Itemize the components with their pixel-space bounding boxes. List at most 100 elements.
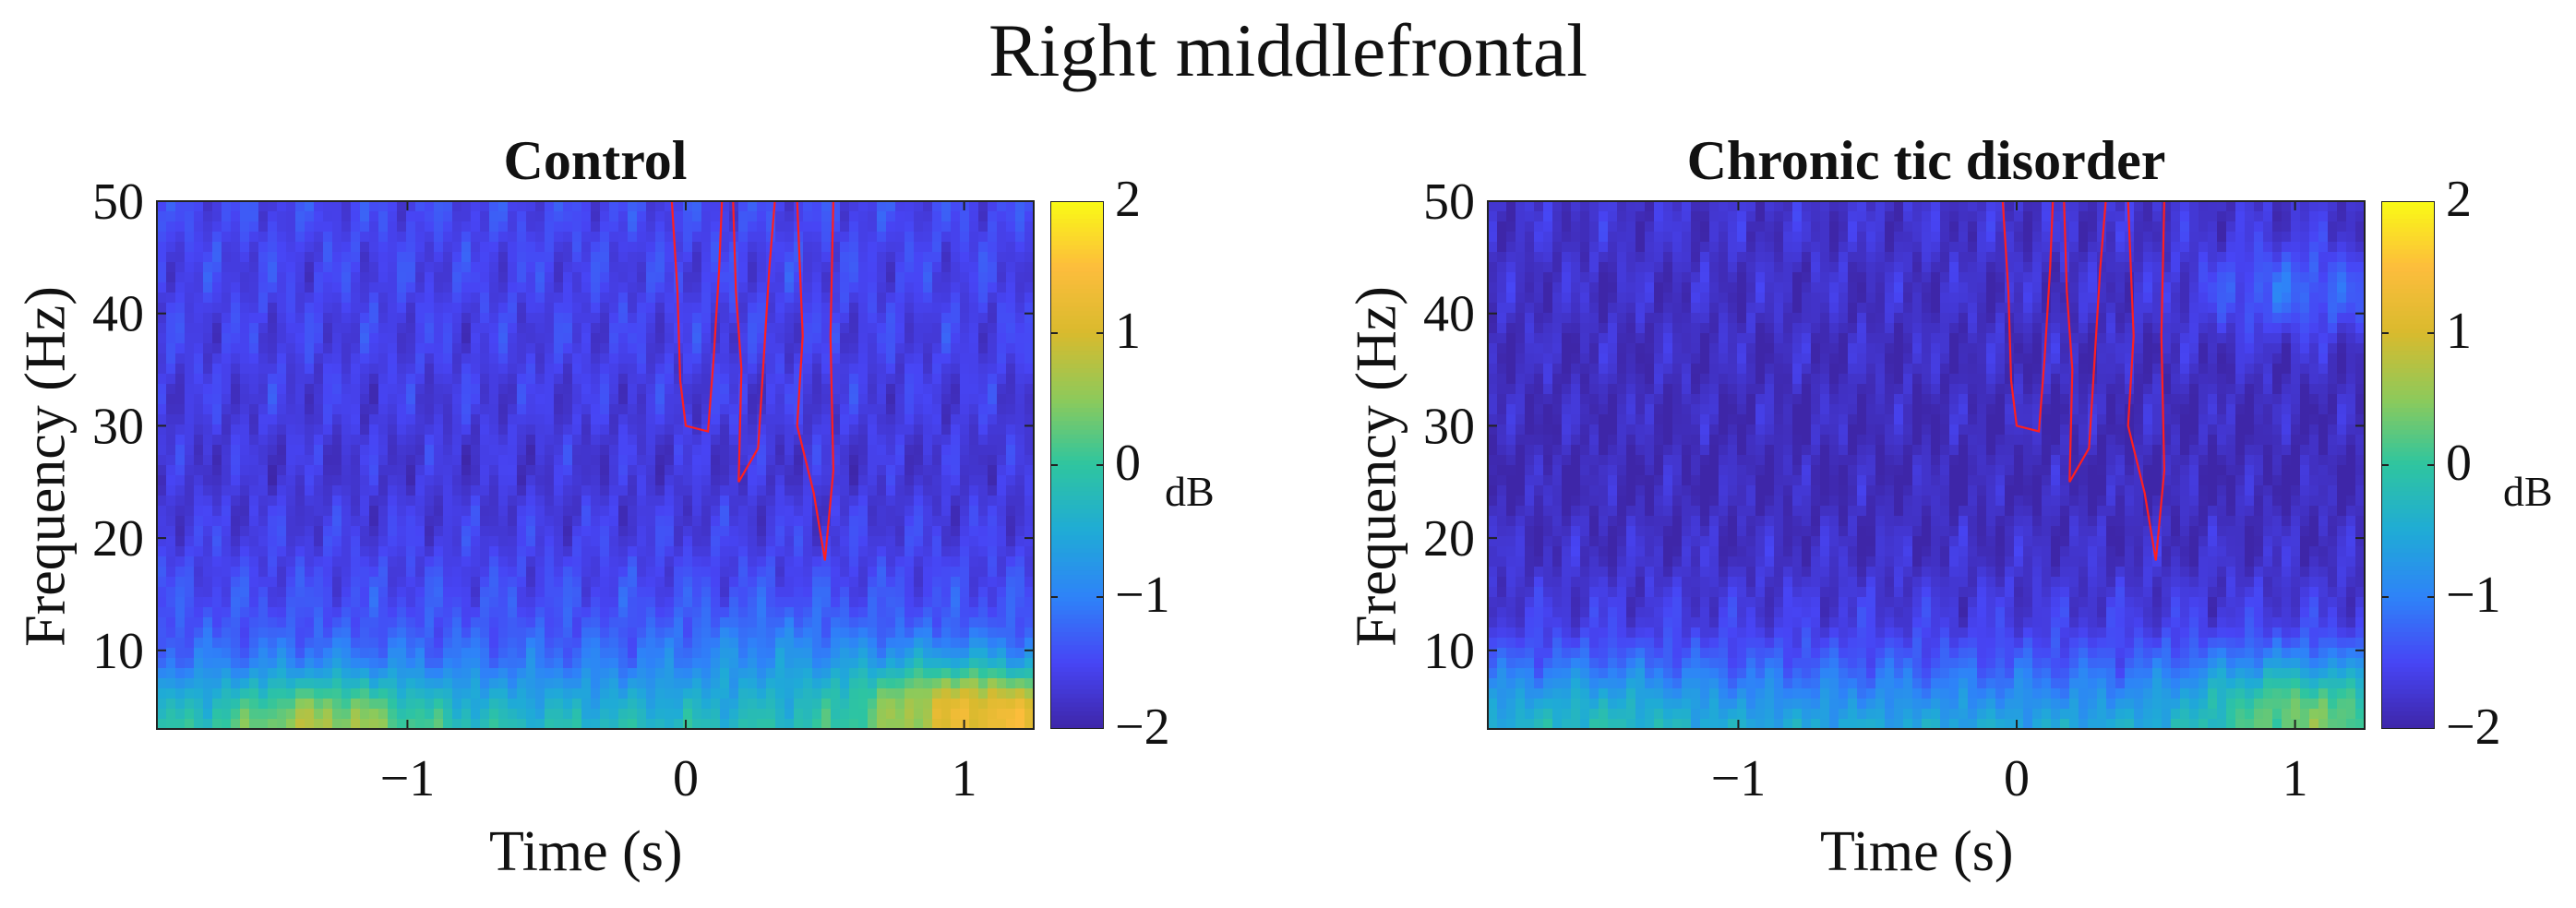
heatmap-cell — [600, 445, 610, 456]
heatmap-cell — [969, 201, 979, 212]
heatmap-cell — [738, 221, 749, 233]
heatmap-cell — [535, 262, 545, 273]
heatmap-cell — [609, 201, 619, 212]
heatmap-cell — [240, 201, 250, 212]
heatmap-cell — [655, 485, 665, 496]
heatmap-cell — [231, 374, 241, 385]
heatmap-cell — [175, 607, 186, 618]
heatmap-cell — [295, 719, 306, 730]
heatmap-cell — [397, 414, 407, 425]
heatmap-cell — [932, 303, 942, 314]
heatmap-cell — [711, 658, 721, 669]
heatmap-cell — [332, 232, 342, 243]
heatmap-cell — [517, 709, 527, 720]
heatmap-cell — [268, 252, 278, 263]
heatmap-cell — [812, 719, 822, 730]
heatmap-cell — [388, 394, 398, 405]
heatmap-cell — [249, 242, 259, 253]
heatmap-cell — [711, 567, 721, 578]
heatmap-cell — [554, 414, 564, 425]
heatmap-cell — [674, 638, 684, 649]
heatmap-cell — [231, 496, 241, 507]
heatmap-cell — [166, 364, 176, 375]
heatmap-cell — [831, 384, 841, 395]
heatmap-cell — [535, 211, 545, 222]
heatmap-cell — [434, 303, 444, 314]
heatmap-cell — [914, 638, 924, 649]
heatmap-cell — [766, 404, 776, 415]
heatmap-cell — [738, 699, 749, 710]
heatmap-cell — [471, 282, 481, 293]
heatmap-cell — [157, 719, 167, 730]
heatmap-cell — [194, 201, 204, 212]
heatmap-cell — [840, 211, 850, 222]
heatmap-cell — [443, 546, 453, 557]
heatmap-cell — [738, 607, 749, 618]
heatmap-cell — [849, 526, 859, 537]
heatmap-cell — [997, 648, 1007, 659]
heatmap-cell — [914, 475, 924, 486]
heatmap-cell — [886, 648, 896, 659]
heatmap-cell — [877, 303, 887, 314]
heatmap-cell — [508, 688, 518, 699]
heatmap-cell — [332, 272, 342, 283]
heatmap-cell — [498, 374, 509, 385]
heatmap-cell — [295, 221, 306, 233]
heatmap-cell — [185, 627, 195, 639]
heatmap-cell — [397, 333, 407, 344]
heatmap-cell — [240, 577, 250, 588]
heatmap-cell — [388, 627, 398, 639]
heatmap-cell — [988, 414, 998, 425]
heatmap-cell — [748, 688, 758, 699]
heatmap-cell — [489, 353, 499, 364]
heatmap-cell — [203, 414, 213, 425]
heatmap-cell — [554, 384, 564, 395]
heatmap-cell — [425, 242, 435, 253]
heatmap-cell — [628, 272, 638, 283]
heatmap-cell — [388, 435, 398, 446]
heatmap-cell — [738, 374, 749, 385]
heatmap-cell — [1006, 374, 1016, 385]
heatmap-cell — [295, 658, 306, 669]
heatmap-cell — [1015, 546, 1025, 557]
heatmap-cell — [591, 333, 601, 344]
heatmap-cell — [895, 617, 905, 628]
heatmap-cell — [665, 455, 675, 466]
heatmap-cell — [166, 353, 176, 364]
heatmap-cell — [351, 414, 361, 425]
heatmap-cell — [425, 252, 435, 263]
heatmap-cell — [914, 546, 924, 557]
heatmap-cell — [905, 221, 915, 233]
heatmap-cell — [914, 485, 924, 496]
heatmap-cell — [692, 709, 702, 720]
heatmap-cell — [222, 221, 232, 233]
heatmap-cell — [1024, 353, 1035, 364]
heatmap-cell — [821, 394, 832, 405]
heatmap-cell — [581, 475, 592, 486]
heatmap-cell — [720, 516, 730, 527]
heatmap-cell — [249, 567, 259, 578]
heatmap-cell — [1015, 526, 1025, 537]
heatmap-cell — [194, 384, 204, 395]
heatmap-cell — [314, 546, 324, 557]
heatmap-cell — [415, 526, 425, 537]
colorbar-segment — [1050, 293, 1104, 299]
heatmap-cell — [240, 435, 250, 446]
heatmap-cell — [489, 465, 499, 476]
heatmap-cell — [286, 567, 296, 578]
heatmap-cell — [951, 343, 961, 354]
heatmap-cell — [341, 617, 352, 628]
heatmap-cell — [748, 262, 758, 273]
heatmap-cell — [849, 648, 859, 659]
heatmap-cell — [618, 668, 629, 679]
heatmap-cell — [517, 221, 527, 233]
heatmap-cell — [923, 506, 933, 517]
heatmap-cell — [720, 353, 730, 364]
heatmap-cell — [185, 719, 195, 730]
heatmap-cell — [997, 485, 1007, 496]
heatmap-cell — [397, 709, 407, 720]
heatmap-cell — [738, 414, 749, 425]
heatmap-cell — [341, 353, 352, 364]
heatmap-cell — [637, 688, 647, 699]
heatmap-cell — [775, 404, 785, 415]
